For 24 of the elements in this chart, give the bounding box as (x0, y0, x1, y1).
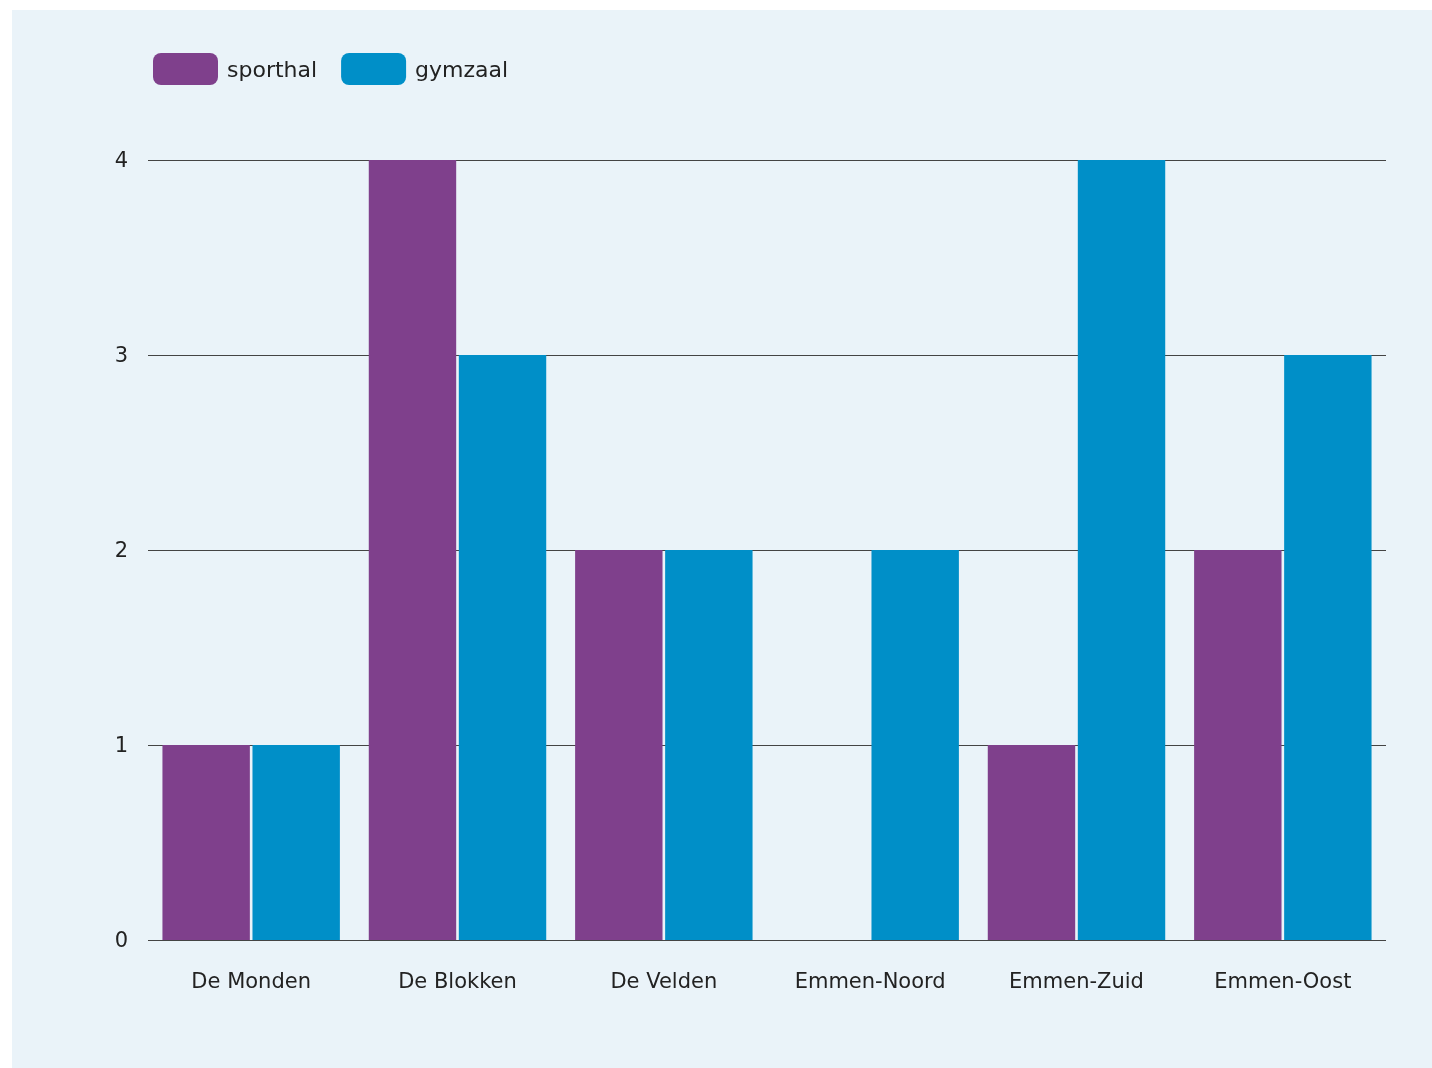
y-tick-label: 3 (114, 343, 128, 367)
legend-label: sporthal (227, 56, 318, 82)
bar (575, 550, 663, 940)
x-tick-label: Emmen-Noord (794, 968, 946, 993)
bar (458, 355, 547, 940)
bar (368, 160, 457, 940)
bar (1077, 160, 1166, 940)
x-tick-label: De Blokken (398, 968, 517, 993)
y-tick-label: 0 (114, 928, 128, 952)
legend-label: gymzaal (415, 56, 509, 82)
bar (162, 745, 250, 940)
bar (1284, 355, 1372, 940)
bar (987, 745, 1076, 940)
x-tick-label: Emmen-Zuid (1009, 968, 1144, 993)
bar (252, 745, 340, 940)
bar (1194, 550, 1282, 940)
x-tick-label: De Monden (191, 968, 311, 993)
y-tick-label: 2 (114, 538, 128, 562)
bar (871, 550, 959, 940)
y-tick-label: 1 (114, 733, 128, 757)
y-tick-label: 4 (114, 148, 128, 172)
bar (665, 550, 753, 940)
x-tick-label: De Velden (610, 968, 718, 993)
x-tick-label: Emmen-Oost (1214, 968, 1352, 993)
